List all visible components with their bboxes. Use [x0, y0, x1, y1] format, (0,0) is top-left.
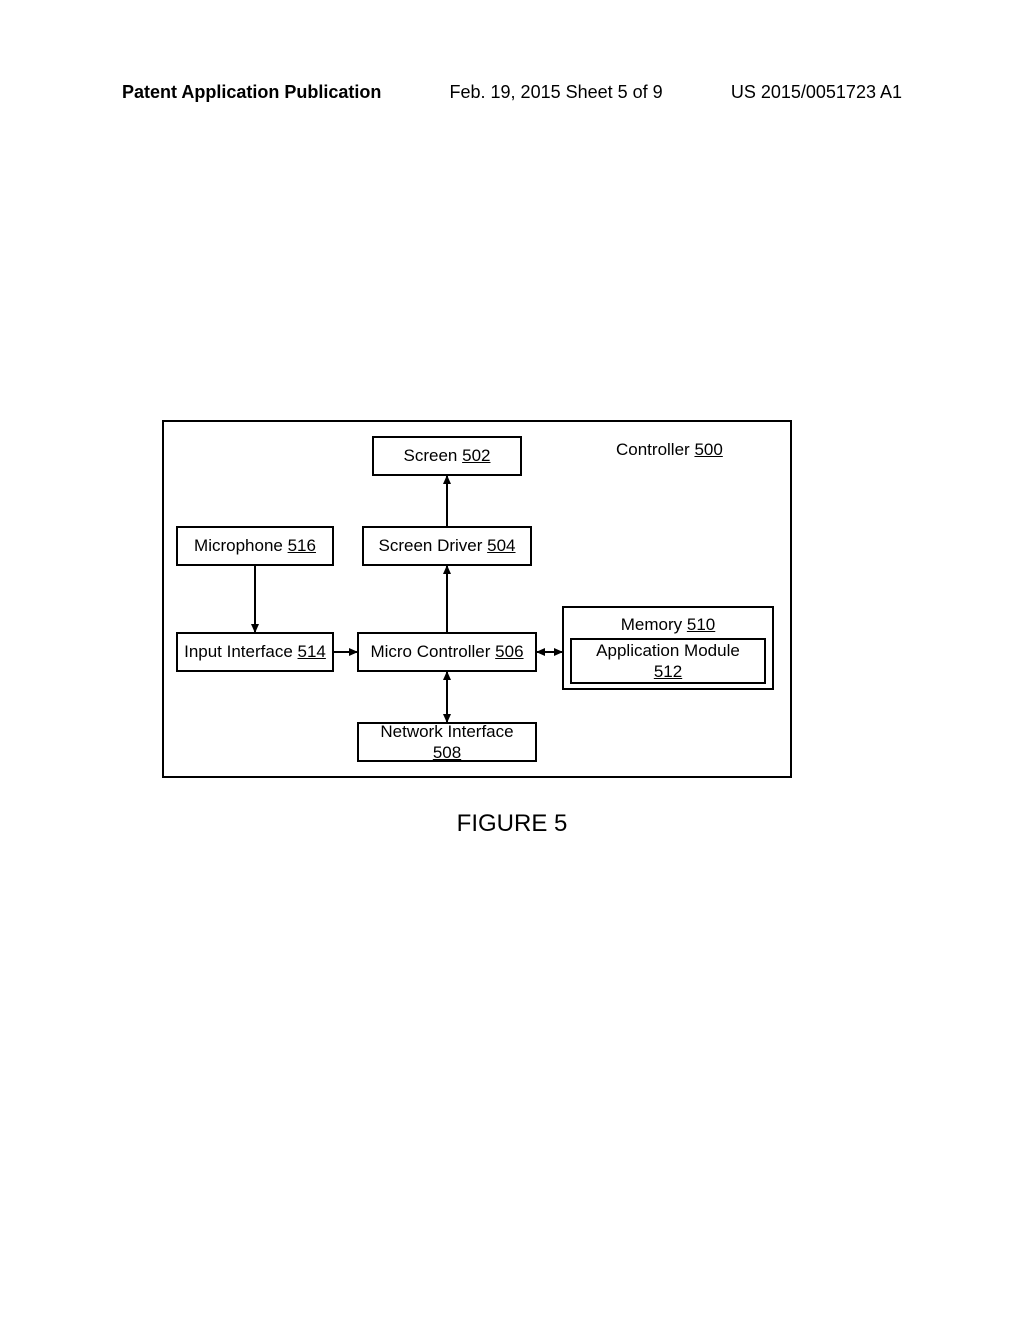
diagram: Controller 500 Screen 502 Screen Driver …	[162, 420, 792, 778]
node-screen-driver-ref: 504	[487, 536, 515, 555]
node-memory-text: Memory	[621, 615, 682, 634]
page-header: Patent Application Publication Feb. 19, …	[0, 82, 1024, 103]
node-screen-driver: Screen Driver 504	[362, 526, 532, 566]
node-application-module-text: Application Module	[596, 641, 740, 660]
node-screen-ref: 502	[462, 446, 490, 465]
controller-label-text: Controller	[616, 440, 690, 459]
header-left: Patent Application Publication	[122, 82, 381, 103]
node-input-interface-ref: 514	[298, 642, 326, 661]
node-micro-controller: Micro Controller 506	[357, 632, 537, 672]
node-micro-controller-ref: 506	[495, 642, 523, 661]
node-screen: Screen 502	[372, 436, 522, 476]
node-network-interface-ref: 508	[433, 743, 461, 762]
figure-caption: FIGURE 5	[0, 810, 1024, 838]
node-network-interface: Network Interface 508	[357, 722, 537, 762]
node-input-interface-text: Input Interface	[184, 642, 293, 661]
controller-label-ref: 500	[694, 440, 722, 459]
node-application-module: Application Module 512	[570, 638, 766, 684]
header-center: Feb. 19, 2015 Sheet 5 of 9	[450, 82, 663, 103]
node-network-interface-text: Network Interface	[380, 722, 513, 741]
node-input-interface: Input Interface 514	[176, 632, 334, 672]
node-microphone: Microphone 516	[176, 526, 334, 566]
controller-label: Controller 500	[616, 440, 723, 460]
node-screen-driver-text: Screen Driver	[378, 536, 482, 555]
node-microphone-text: Microphone	[194, 536, 283, 555]
node-micro-controller-text: Micro Controller	[370, 642, 490, 661]
node-memory-ref: 510	[687, 615, 715, 634]
node-microphone-ref: 516	[288, 536, 316, 555]
node-screen-text: Screen	[404, 446, 458, 465]
header-right: US 2015/0051723 A1	[731, 82, 902, 103]
node-application-module-ref: 512	[654, 662, 682, 681]
